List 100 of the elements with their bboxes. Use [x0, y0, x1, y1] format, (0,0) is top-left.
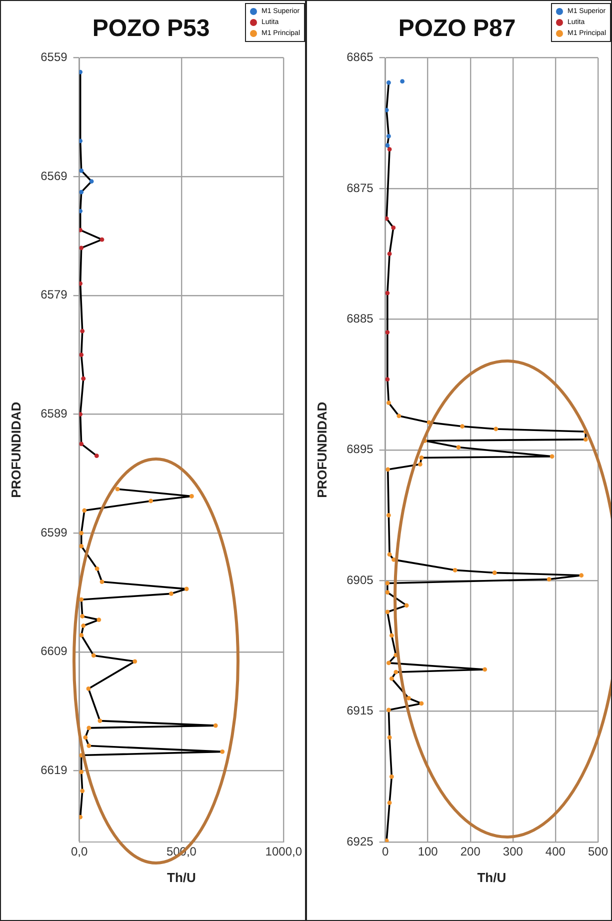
y-tick-label: 6619: [40, 763, 68, 778]
point: [79, 633, 84, 638]
point: [387, 252, 392, 256]
point: [79, 442, 84, 446]
point: [419, 701, 424, 706]
chart-title: POZO P87: [398, 15, 516, 42]
point: [86, 726, 92, 730]
point: [452, 568, 458, 572]
point: [385, 590, 390, 595]
point: [79, 530, 84, 536]
point: [82, 508, 87, 513]
point: [386, 708, 391, 712]
point: [385, 108, 389, 112]
point: [184, 586, 189, 592]
x-axis-title: Th/U: [167, 870, 196, 885]
point: [79, 138, 83, 144]
point: [79, 281, 83, 286]
point: [79, 352, 84, 358]
y-axis-title: PROFUNDIDAD: [8, 402, 24, 498]
x-tick-label: 400: [545, 844, 566, 859]
point: [80, 614, 85, 618]
point: [418, 462, 422, 466]
point: [83, 735, 88, 740]
point: [385, 216, 389, 221]
point: [100, 237, 104, 242]
point: [386, 134, 391, 138]
point: [419, 456, 424, 460]
point: [386, 660, 391, 666]
point: [80, 328, 85, 334]
point: [404, 603, 409, 608]
point: [482, 667, 488, 672]
point: [385, 377, 390, 382]
point: [86, 686, 91, 691]
y-tick-label: 6885: [346, 312, 374, 326]
point: [79, 770, 84, 774]
point: [386, 513, 391, 518]
point: [400, 79, 405, 84]
x-tick-label: 1000,0: [265, 844, 302, 859]
point: [79, 70, 83, 74]
x-tick-label: 500: [588, 844, 608, 859]
point: [79, 597, 84, 602]
point: [389, 633, 394, 638]
x-tick-label: 300: [502, 844, 524, 859]
y-tick-label: 6609: [40, 644, 68, 658]
point: [385, 330, 390, 334]
y-tick-label: 6569: [40, 168, 68, 183]
x-tick-label: 100: [418, 844, 438, 859]
point: [94, 566, 100, 571]
y-tick-label: 6875: [346, 180, 374, 195]
point: [396, 414, 402, 418]
point: [79, 208, 83, 214]
y-axis-title: PROFUNDIDAD: [314, 402, 330, 498]
point: [389, 676, 394, 681]
chart-title: POZO P53: [92, 15, 210, 42]
point: [385, 610, 390, 614]
point: [550, 454, 554, 459]
y-tick-label: 6895: [346, 442, 374, 456]
point: [115, 486, 120, 492]
point: [81, 624, 86, 628]
y-tick-label: 6559: [40, 50, 68, 64]
x-tick-label: 0: [382, 844, 389, 859]
point: [89, 179, 94, 184]
point: [79, 412, 83, 416]
y-tick-label: 6905: [346, 572, 374, 587]
point: [79, 544, 84, 548]
point: [132, 659, 138, 664]
point: [100, 580, 104, 584]
point: [220, 750, 225, 754]
y-tick-label: 6579: [40, 288, 68, 302]
point: [94, 454, 99, 458]
point: [91, 653, 96, 658]
point: [189, 494, 194, 498]
point: [386, 400, 391, 406]
point: [579, 573, 584, 578]
point: [385, 581, 390, 586]
point: [98, 718, 102, 724]
point: [492, 570, 497, 575]
y-tick-label: 6599: [40, 525, 68, 540]
x-tick-label: 0,0: [70, 844, 88, 859]
point: [494, 426, 498, 432]
point: [79, 190, 84, 194]
x-tick-label: 200: [460, 844, 481, 859]
point: [385, 143, 390, 148]
point: [169, 591, 174, 596]
y-tick-label: 6589: [40, 406, 68, 421]
point: [79, 168, 84, 173]
x-axis-title: Th/U: [477, 870, 506, 885]
point: [387, 735, 392, 740]
y-tick-label: 6915: [346, 704, 374, 718]
point: [387, 552, 392, 557]
point: [387, 800, 392, 805]
point: [386, 80, 391, 85]
point: [546, 577, 552, 582]
point: [385, 838, 389, 842]
point: [391, 226, 396, 230]
point: [213, 723, 218, 728]
point: [394, 670, 398, 674]
point: [389, 774, 394, 779]
point: [406, 696, 411, 700]
y-tick-label: 6865: [346, 50, 374, 64]
